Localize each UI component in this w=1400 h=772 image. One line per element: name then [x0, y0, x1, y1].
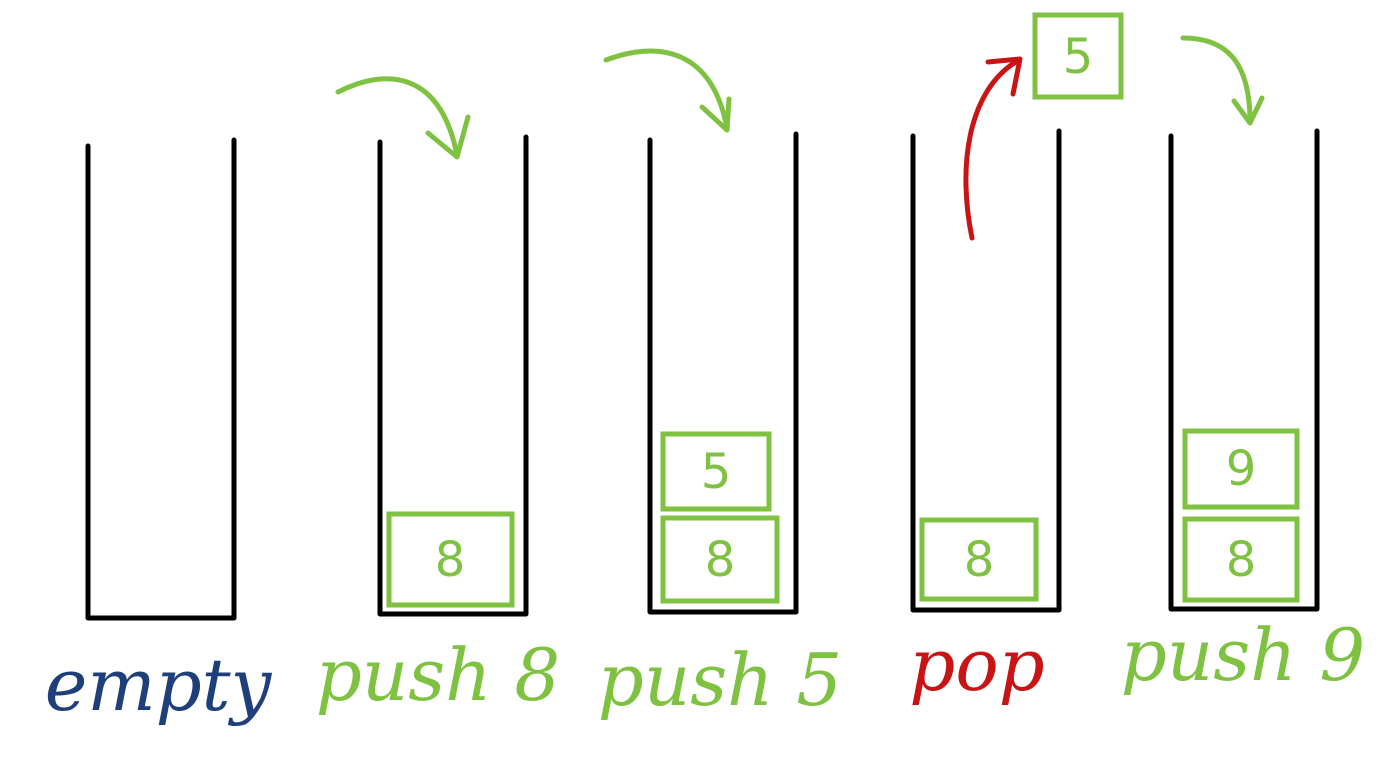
- stack-item: 8: [660, 515, 780, 604]
- stack-label: empty: [45, 643, 273, 727]
- stack-item-value: 9: [1226, 441, 1257, 497]
- stack-item-value: 8: [1226, 532, 1257, 588]
- popped-item-value: 5: [1063, 29, 1094, 85]
- push-arrow-2: [603, 48, 732, 133]
- stack-empty: empty: [45, 137, 273, 727]
- stack-container: [910, 128, 1062, 613]
- push-arrow-1: [335, 76, 471, 160]
- stack-label: push 8: [316, 633, 560, 717]
- popped-item: 5: [1032, 12, 1124, 100]
- stack-item: 9: [1182, 428, 1300, 510]
- stack-label: pop: [909, 623, 1045, 707]
- stack-pop: 8 pop: [909, 128, 1062, 707]
- stack-item-value: 8: [964, 532, 995, 588]
- stack-container: [377, 134, 529, 617]
- stack-label: push 9: [1121, 613, 1365, 697]
- stack-container: [647, 131, 799, 615]
- stack-container: [85, 137, 237, 621]
- stack-item: 8: [1182, 516, 1300, 603]
- stack-container: [1168, 128, 1320, 612]
- stack-push-5: 8 5 push 5: [598, 131, 842, 722]
- stack-item: 5: [660, 431, 772, 512]
- stack-item-value: 8: [435, 532, 466, 588]
- stack-item-value: 8: [705, 532, 736, 588]
- stack-item: 8: [386, 511, 515, 608]
- stack-push-9: 8 9 push 9: [1121, 128, 1365, 697]
- stack-item: 8: [919, 517, 1039, 602]
- push-arrow-3: [1180, 35, 1265, 126]
- pop-arrow: [963, 56, 1023, 241]
- stack-item-value: 5: [701, 444, 732, 500]
- stack-push-8: 8 push 8: [316, 134, 560, 717]
- stack-label: push 5: [598, 638, 842, 722]
